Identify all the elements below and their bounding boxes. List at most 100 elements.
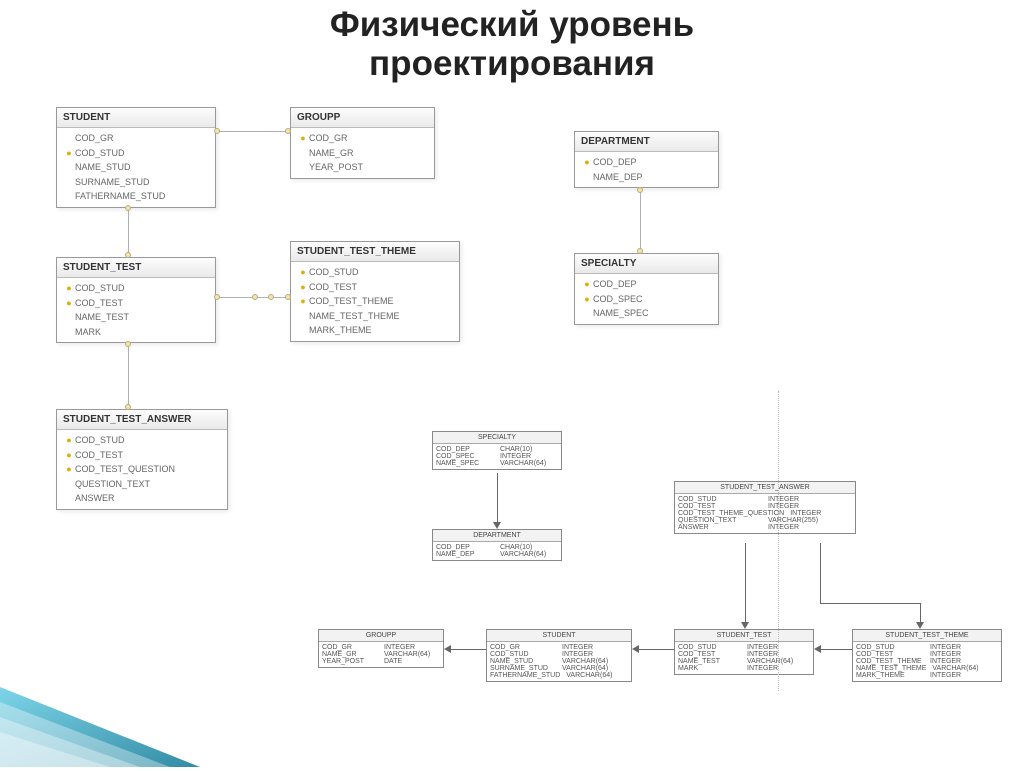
phys-type: CHAR(10) <box>494 446 558 453</box>
key-icon: ● <box>63 147 75 160</box>
phys-type: INTEGER <box>762 524 852 531</box>
connector <box>216 131 290 132</box>
field: QUESTION_TEXT <box>75 478 221 491</box>
phys-field: COD_TEST_THEME <box>856 658 924 665</box>
connector-end <box>285 128 291 134</box>
phys-type: INTEGER <box>924 658 998 665</box>
phys-student-test: STUDENT_TEST COD_STUDINTEGER COD_TESTINT… <box>674 629 814 675</box>
connector-end <box>252 294 258 300</box>
key-icon: ● <box>63 449 75 462</box>
entity-specialty: SPECIALTY ●COD_DEP ●COD_SPEC ●NAME_SPEC <box>574 253 719 325</box>
phys-type: INTEGER <box>556 651 628 658</box>
connector-end <box>214 294 220 300</box>
phys-groupp: GROUPP COD_GRINTEGER NAME_GRVARCHAR(64) … <box>318 629 444 668</box>
entity-student-test: STUDENT_TEST ●COD_STUD ●COD_TEST ●NAME_T… <box>56 257 216 343</box>
phys-type: INTEGER <box>378 644 440 651</box>
relation-arrow <box>450 649 486 650</box>
phys-department: DEPARTMENT COD_DEPCHAR(10) NAME_DEPVARCH… <box>432 529 562 561</box>
phys-field: MARK <box>678 665 741 672</box>
relation-arrow <box>638 649 674 650</box>
phys-type: VARCHAR(64) <box>378 651 440 658</box>
connector-end <box>637 248 643 254</box>
phys-field: ANSWER <box>678 524 762 531</box>
field: NAME_DEP <box>593 171 712 184</box>
phys-type: INTEGER <box>556 644 628 651</box>
field: ANSWER <box>75 492 221 505</box>
connector-end <box>214 128 220 134</box>
phys-field: COD_STUD <box>490 651 556 658</box>
phys-type: DATE <box>378 658 440 665</box>
phys-student-test-answer: STUDENT_TEST_ANSWER COD_STUDINTEGER COD_… <box>674 481 856 534</box>
arrow-head-icon <box>916 622 924 629</box>
relation-arrow <box>820 649 852 650</box>
key-icon: ● <box>581 278 593 291</box>
connector-end <box>125 341 131 347</box>
key-icon: ● <box>297 266 309 279</box>
phys-header: DEPARTMENT <box>433 530 561 542</box>
phys-header: STUDENT <box>487 630 631 642</box>
key-icon: ● <box>63 282 75 295</box>
phys-type: CHAR(10) <box>494 544 558 551</box>
phys-student: STUDENT COD_GRINTEGER COD_STUDINTEGER NA… <box>486 629 632 682</box>
connector-end <box>268 294 274 300</box>
phys-type: VARCHAR(255) <box>762 517 852 524</box>
connector <box>128 343 129 409</box>
phys-field: QUESTION_TEXT <box>678 517 762 524</box>
phys-field: NAME_SPEC <box>436 460 494 467</box>
connector <box>640 189 641 253</box>
key-icon: ● <box>63 463 75 476</box>
connector-end <box>125 205 131 211</box>
field: COD_SPEC <box>593 293 712 306</box>
key-icon: ● <box>581 293 593 306</box>
field: NAME_SPEC <box>593 307 712 320</box>
phys-header: STUDENT_TEST_ANSWER <box>675 482 855 494</box>
arrow-head-icon <box>632 645 639 653</box>
arrow-head-icon <box>444 645 451 653</box>
entity-header: STUDENT_TEST_ANSWER <box>57 410 227 430</box>
phys-field: COD_SPEC <box>436 453 494 460</box>
key-icon: ● <box>297 295 309 308</box>
relation-arrow <box>497 473 498 527</box>
entity-student-test-theme: STUDENT_TEST_THEME ●COD_STUD ●COD_TEST ●… <box>290 241 460 342</box>
page-title: Физический уровень проектирования <box>0 0 1024 101</box>
title-line1: Физический уровень <box>330 5 694 44</box>
entity-header: STUDENT_TEST_THEME <box>291 242 459 262</box>
field: COD_TEST_QUESTION <box>75 463 221 476</box>
relation-arrow <box>820 603 920 604</box>
key-icon: ● <box>581 156 593 169</box>
phys-field: COD_TEST <box>678 651 741 658</box>
field: NAME_GR <box>309 147 428 160</box>
phys-field: MARK_THEME <box>856 672 924 679</box>
phys-type: INTEGER <box>741 665 810 672</box>
phys-field: FATHERNAME_STUD <box>490 672 560 679</box>
phys-field: COD_DEP <box>436 544 494 551</box>
phys-field: YEAR_POST <box>322 658 378 665</box>
key-icon: ● <box>297 132 309 145</box>
field: MARK_THEME <box>309 324 453 337</box>
field: MARK <box>75 326 209 339</box>
phys-student-test-theme: STUDENT_TEST_THEME COD_STUDINTEGER COD_T… <box>852 629 1002 682</box>
phys-type: INTEGER <box>762 503 852 510</box>
connector-end <box>125 404 131 410</box>
field: SURNAME_STUD <box>75 176 209 189</box>
field: COD_GR <box>75 132 209 145</box>
entity-header: DEPARTMENT <box>575 132 718 152</box>
entity-student: STUDENT ●COD_GR ●COD_STUD ●NAME_STUD ●SU… <box>56 107 216 208</box>
phys-type: INTEGER <box>762 496 852 503</box>
diagram-canvas: STUDENT ●COD_GR ●COD_STUD ●NAME_STUD ●SU… <box>0 101 1024 771</box>
phys-type: VARCHAR(64) <box>494 551 558 558</box>
phys-type: VARCHAR(64) <box>556 665 628 672</box>
phys-type: INTEGER <box>924 672 998 679</box>
phys-specialty: SPECIALTY COD_DEPCHAR(10) COD_SPECINTEGE… <box>432 431 562 470</box>
entity-student-test-answer: STUDENT_TEST_ANSWER ●COD_STUD ●COD_TEST … <box>56 409 228 510</box>
field: NAME_TEST <box>75 311 209 324</box>
phys-field: COD_DEP <box>436 446 494 453</box>
connector-end <box>637 187 643 193</box>
phys-field: NAME_TEST_THEME <box>856 665 926 672</box>
entity-groupp: GROUPP ●COD_GR ●NAME_GR ●YEAR_POST <box>290 107 435 179</box>
phys-type: VARCHAR(64) <box>926 665 998 672</box>
phys-field: COD_TEST <box>856 651 924 658</box>
phys-field: NAME_DEP <box>436 551 494 558</box>
phys-type: INTEGER <box>924 651 998 658</box>
phys-header: GROUPP <box>319 630 443 642</box>
